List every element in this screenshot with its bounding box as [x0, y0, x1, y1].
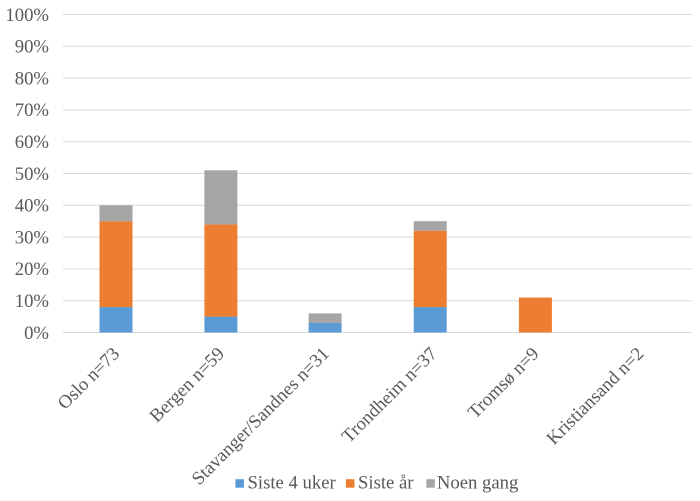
svg-text:90%: 90% [15, 37, 49, 58]
svg-text:10%: 10% [15, 291, 49, 312]
svg-text:Siste 4 uker: Siste 4 uker [248, 473, 337, 494]
svg-text:50%: 50% [15, 164, 49, 185]
svg-text:40%: 40% [15, 196, 49, 217]
svg-text:100%: 100% [5, 5, 49, 26]
svg-text:60%: 60% [15, 132, 49, 153]
svg-text:80%: 80% [15, 68, 49, 89]
svg-text:20%: 20% [15, 259, 49, 280]
svg-text:Noen gang: Noen gang [437, 473, 518, 494]
svg-text:70%: 70% [15, 100, 49, 121]
svg-text:30%: 30% [15, 227, 49, 248]
svg-text:Siste år: Siste år [358, 473, 414, 494]
svg-text:0%: 0% [24, 323, 49, 344]
